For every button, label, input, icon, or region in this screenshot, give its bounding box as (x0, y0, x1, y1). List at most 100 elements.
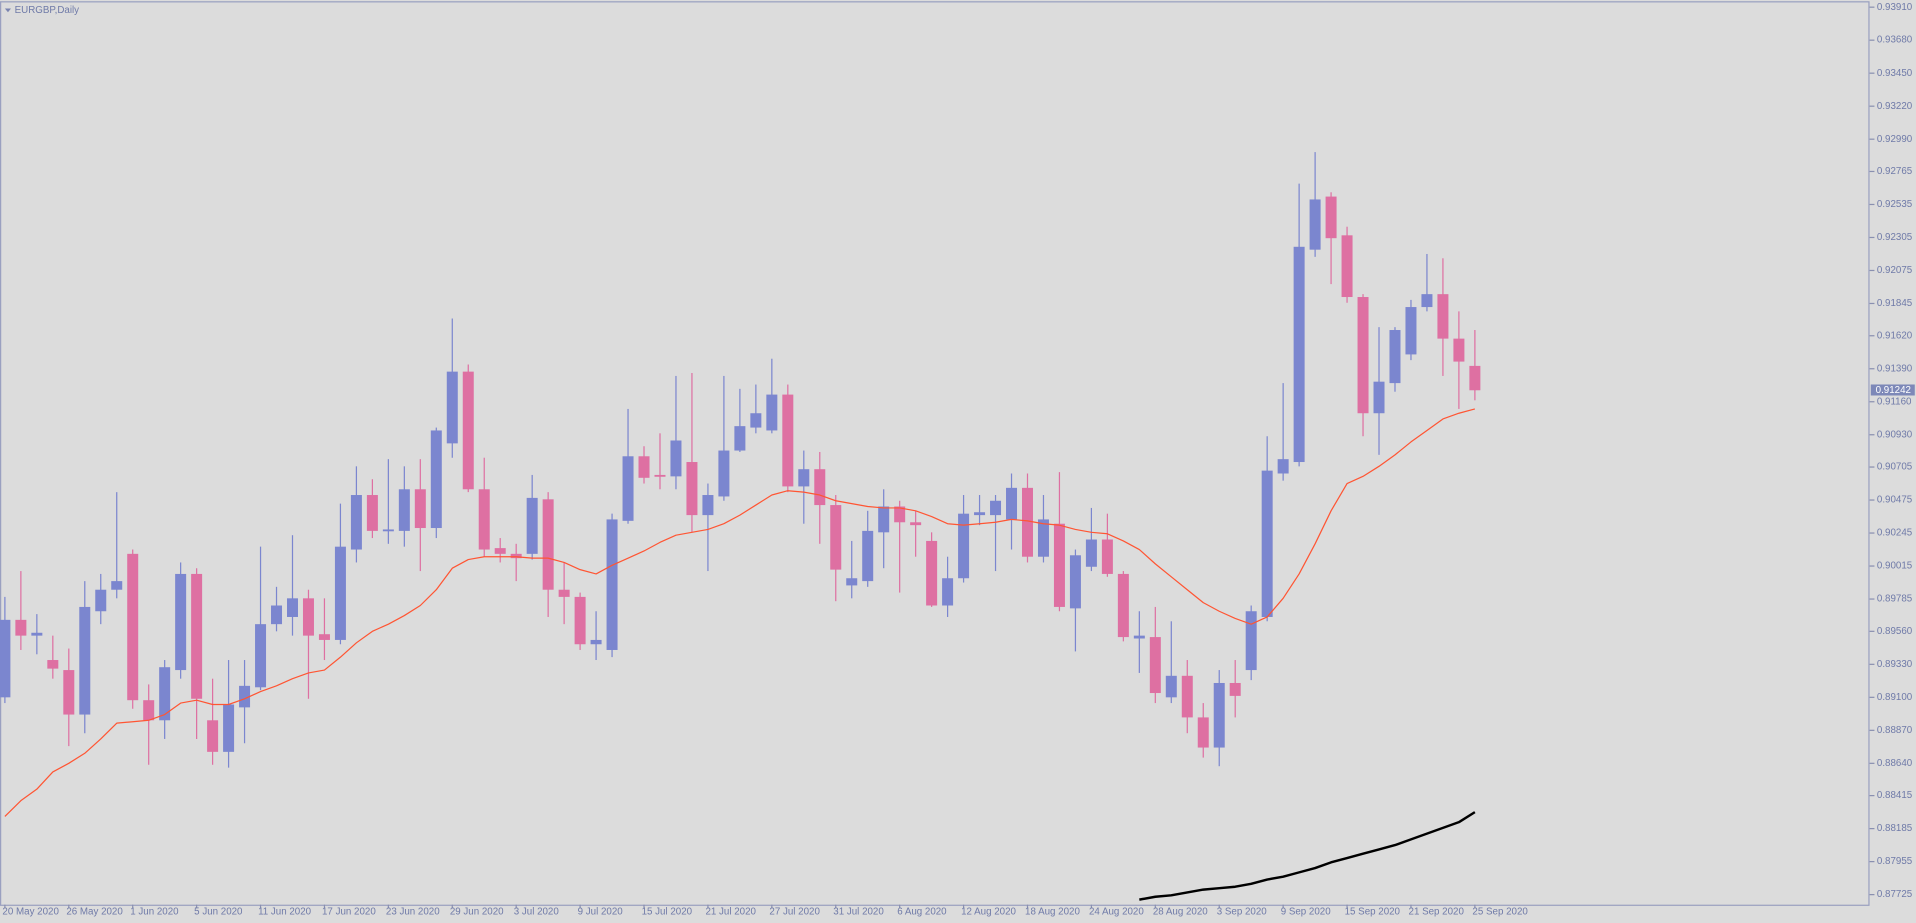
y-tick-label: 0.92075 (1877, 265, 1913, 276)
candle-body (63, 670, 75, 715)
candle-body (1149, 637, 1161, 694)
candle-body (606, 519, 618, 650)
candle-body (1469, 365, 1481, 391)
candle-body (526, 497, 538, 554)
candle-body (558, 589, 570, 597)
candle-body (462, 371, 474, 490)
candle-body (974, 512, 986, 516)
candle-body (718, 450, 730, 497)
x-tick-label: 21 Sep 2020 (1409, 907, 1465, 918)
x-tick-label: 9 Sep 2020 (1281, 907, 1332, 918)
x-tick-label: 6 Aug 2020 (897, 907, 947, 918)
x-tick-label: 20 May 2020 (2, 907, 59, 918)
x-tick-label: 15 Sep 2020 (1345, 907, 1401, 918)
x-tick-label: 24 Aug 2020 (1089, 907, 1144, 918)
candle-body (1373, 381, 1385, 414)
candle-body (1165, 675, 1177, 698)
price-tag-label: 0.91242 (1876, 385, 1911, 396)
y-tick-label: 0.92765 (1877, 166, 1913, 177)
candle-body (478, 489, 490, 550)
candle-body (686, 462, 698, 516)
y-tick-label: 0.89785 (1877, 594, 1913, 605)
candle-body (702, 495, 714, 516)
candle-body (175, 573, 187, 671)
y-tick-label: 0.90015 (1877, 561, 1913, 572)
y-tick-label: 0.93910 (1877, 2, 1913, 13)
y-tick-label: 0.89330 (1877, 659, 1913, 670)
x-tick-label: 27 Jul 2020 (769, 907, 820, 918)
candle-body (1325, 196, 1337, 239)
candle-body (542, 499, 554, 590)
candle-body (0, 619, 11, 698)
candle-body (1101, 539, 1113, 574)
y-tick-label: 0.93220 (1877, 101, 1913, 112)
candle-body (1309, 199, 1321, 250)
indicator-line (4, 408, 1476, 817)
candle-body (910, 522, 922, 526)
candle-body (1117, 573, 1129, 638)
candle-body (958, 513, 970, 579)
candle-body (366, 495, 378, 531)
candle-body (1245, 611, 1257, 671)
candle-body (654, 474, 666, 477)
x-tick-label: 31 Jul 2020 (833, 907, 884, 918)
y-tick-label: 0.87955 (1877, 856, 1913, 867)
plot-frame (0, 1, 1870, 906)
candle-body (782, 394, 794, 487)
candle-body (638, 456, 650, 478)
candle-body (334, 546, 346, 640)
y-tick-label: 0.90705 (1877, 462, 1913, 473)
candle-body (286, 598, 298, 617)
candle-body (574, 596, 586, 645)
x-tick-label: 3 Jul 2020 (514, 907, 560, 918)
candle-body (590, 639, 602, 645)
candle-body (95, 589, 107, 612)
candle-body (1181, 675, 1193, 718)
candle-body (1037, 519, 1049, 557)
candle-body (926, 540, 938, 606)
candle-body (207, 720, 219, 752)
candle-body (670, 440, 682, 477)
candle-body (1389, 330, 1401, 384)
candle-body (15, 619, 27, 636)
candle-body (510, 553, 522, 559)
candle-body (1053, 523, 1065, 607)
y-tick-label: 0.91160 (1877, 396, 1912, 407)
y-tick-label: 0.93680 (1877, 35, 1913, 46)
candle-body (446, 371, 458, 444)
candle-body (1421, 294, 1433, 308)
y-tick-label: 0.92990 (1877, 134, 1913, 145)
candle-body (318, 634, 330, 640)
candle-body (350, 495, 362, 550)
x-tick-label: 1 Jun 2020 (130, 907, 179, 918)
x-tick-label: 23 Jun 2020 (386, 907, 440, 918)
candle-body (223, 704, 235, 752)
candle-body (1277, 459, 1289, 474)
candle-body (1069, 555, 1081, 609)
candle-body (255, 624, 267, 688)
y-tick-label: 0.88640 (1877, 758, 1913, 769)
candle-body (1197, 717, 1209, 748)
x-tick-label: 3 Sep 2020 (1217, 907, 1268, 918)
candle-body (1021, 487, 1033, 557)
x-tick-label: 12 Aug 2020 (961, 907, 1016, 918)
candle-body (414, 489, 426, 529)
candle-body (1261, 470, 1273, 617)
x-tick-label: 18 Aug 2020 (1025, 907, 1080, 918)
candle-body (127, 553, 139, 701)
candle-body (31, 632, 43, 636)
candle-body (1453, 338, 1465, 362)
candle-body (1293, 246, 1305, 463)
candle-body (894, 506, 906, 523)
candle-body (1437, 294, 1449, 339)
candle-body (302, 598, 314, 636)
x-tick-label: 11 Jun 2020 (258, 907, 312, 918)
candle-body (622, 456, 634, 521)
candle-body (239, 685, 251, 708)
y-tick-label: 0.91845 (1877, 298, 1913, 309)
candle-body (79, 606, 91, 715)
candle-body (143, 700, 155, 721)
candle-body (1085, 539, 1097, 567)
candle-body (159, 667, 171, 721)
